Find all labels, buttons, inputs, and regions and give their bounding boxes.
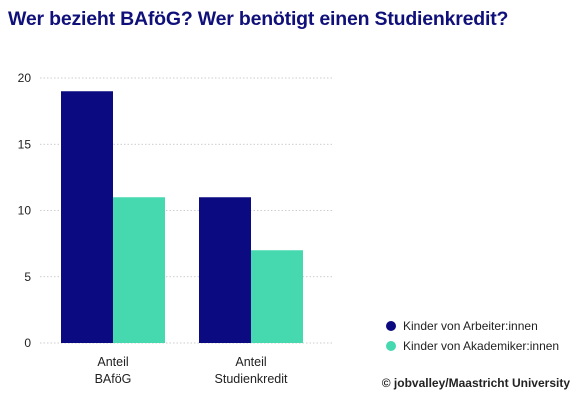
legend-item-arbeiter: Kinder von Arbeiter:innen (386, 316, 559, 336)
y-tick-label-10: 10 (18, 204, 32, 218)
legend-swatch-akademiker (386, 341, 396, 351)
y-tick-label-15: 15 (18, 137, 32, 151)
y-axis-ticks: 0 5 10 15 20 (18, 71, 32, 350)
bar-bafoeg-series-2 (113, 197, 165, 343)
bars (61, 91, 303, 343)
legend: Kinder von Arbeiter:innen Kinder von Aka… (386, 316, 559, 356)
chart-title: Wer bezieht BAföG? Wer benötigt einen St… (8, 8, 509, 30)
bar-studienkredit-series-1 (199, 197, 251, 343)
bar-bafoeg-series-1 (61, 91, 113, 343)
legend-label-arbeiter: Kinder von Arbeiter:innen (403, 319, 538, 333)
x-tick-label-2-line-1: Anteil (235, 355, 266, 369)
y-tick-label-0: 0 (24, 336, 31, 350)
x-tick-label-2-line-2: Studienkredit (215, 372, 288, 386)
y-tick-label-20: 20 (18, 71, 32, 85)
x-tick-label-1-line-2: BAföG (95, 372, 132, 386)
legend-swatch-arbeiter (386, 321, 396, 331)
x-tick-label-1-line-1: Anteil (97, 355, 128, 369)
y-tick-label-5: 5 (24, 270, 31, 284)
legend-item-akademiker: Kinder von Akademiker:innen (386, 336, 559, 356)
x-axis-ticks: Anteil BAföG Anteil Studienkredit (95, 355, 288, 386)
bar-studienkredit-series-2 (251, 250, 303, 343)
source-credit: © jobvalley/Maastricht University (381, 376, 570, 390)
legend-label-akademiker: Kinder von Akademiker:innen (403, 339, 560, 353)
